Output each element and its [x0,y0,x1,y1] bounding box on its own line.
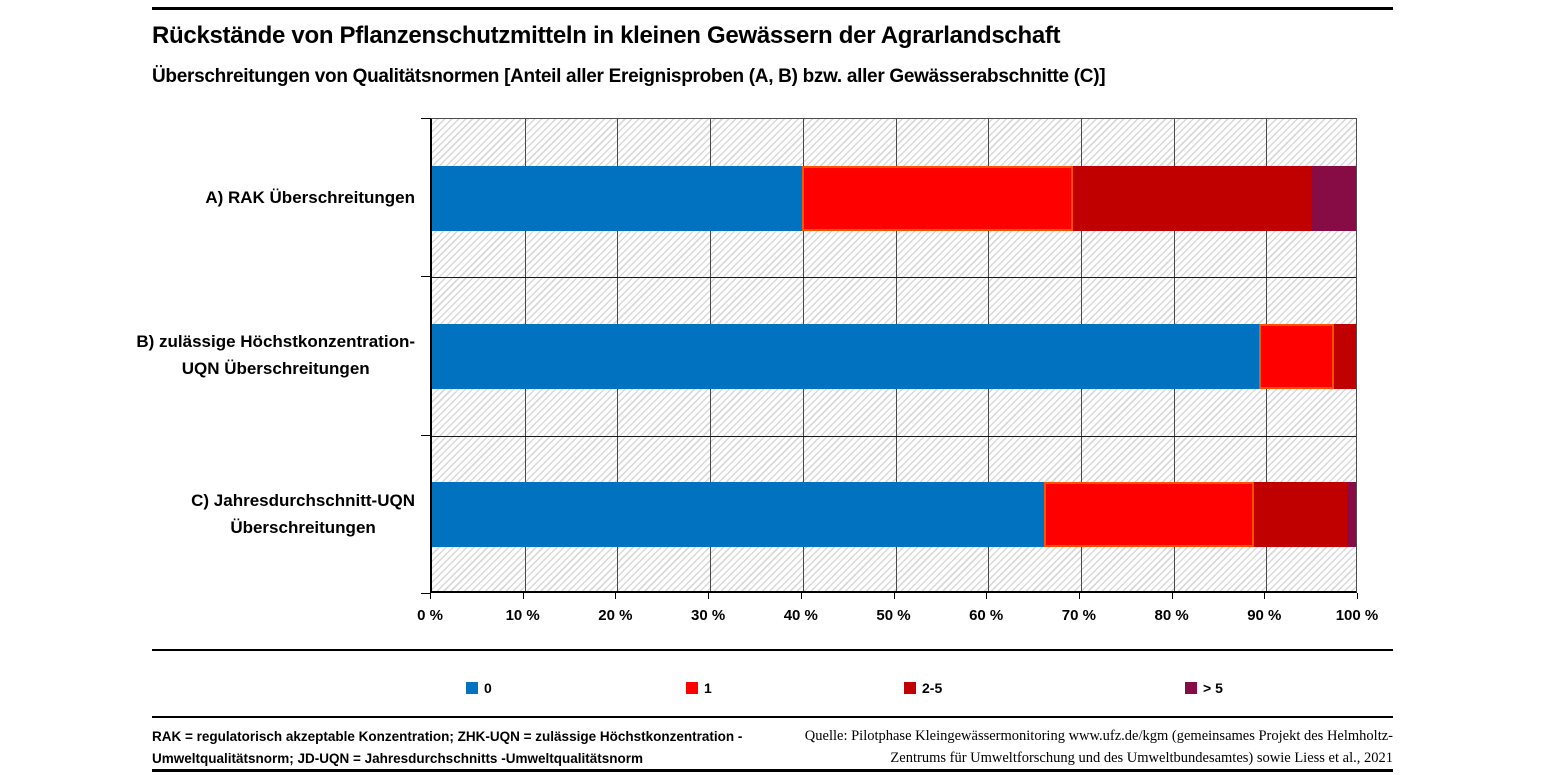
bottom-rule [152,769,1393,772]
x-axis-tick [522,593,524,599]
bar-row [432,166,1356,231]
x-axis-tick [1264,593,1266,599]
x-axis-tick [1357,593,1358,599]
footnote-abbreviations-line2: Umweltqualitätsnorm; JD-UQN = Jahresdurc… [152,751,643,766]
category-label: A) RAK Überschreitungen [0,118,415,276]
category-separator [432,436,1356,437]
legend-swatch-count-0 [466,682,478,694]
footnote-abbreviations-line1: RAK = regulatorisch akzeptable Konzentra… [152,729,743,744]
x-axis-tick [893,593,895,599]
category-label: C) Jahresdurchschnitt-UQN Überschreitung… [0,435,415,593]
x-axis-tick-label: 0 % [417,607,443,624]
legend-item: 1 [686,680,712,696]
x-axis-tick-label: 70 % [1061,607,1096,624]
bar-segment-count-0 [432,166,802,231]
footnote-divider-rule [152,716,1393,718]
chart-subtitle: Überschreitungen von Qualitätsnormen [An… [152,66,1106,87]
x-axis-tick-label: 90 % [1247,607,1282,624]
y-axis-tick [421,276,430,277]
y-axis-tick [421,435,430,436]
category-separator [432,277,1356,278]
legend-label-count-gt-5: > 5 [1203,680,1223,696]
bar-segment-count-0 [432,482,1044,547]
x-axis-tick-label: 50 % [876,607,911,624]
chart-title: Rückstände von Pflanzenschutzmitteln in … [152,22,1061,49]
footnote-abbreviations: RAK = regulatorisch akzeptable Konzentra… [152,726,772,770]
top-rule [152,7,1393,10]
bar-row [432,324,1356,389]
x-axis-tick [708,593,710,599]
footnote-source: Quelle: Pilotphase Kleingewässermonitori… [800,725,1393,769]
x-axis-tick-label: 30 % [690,607,726,624]
legend-swatch-count-2-5 [904,682,916,694]
x-axis-tick [1078,593,1080,599]
category-label-text: C) Jahresdurchschnitt-UQN Überschreitung… [191,490,415,537]
x-axis-tick [430,593,431,599]
footnote-source-line1: Quelle: Pilotphase Kleingewässermonitori… [804,728,1393,744]
x-axis-tick-label: 100 % [1335,607,1379,624]
bar-segment-count-gt-5 [1346,482,1356,547]
bar-segment-count-2-5 [1333,324,1356,389]
x-axis-tick [986,593,988,599]
footnote-source-line2: Zentrums für Umweltforschung und des Umw… [890,750,1393,766]
legend-item: 0 [466,680,492,696]
y-axis-tick [421,593,430,594]
x-axis-tick [1171,593,1173,599]
x-axis-tick-label: 40 % [783,607,818,624]
plot-area [430,118,1357,593]
bar-segment-count-2-5 [1254,482,1347,547]
category-label-text: B) zulässige Höchstkonzentration- UQN Üb… [136,332,415,379]
x-axis-tick-label: 20 % [598,607,633,624]
category-label: B) zulässige Höchstkonzentration- UQN Üb… [0,276,415,434]
legend-divider-rule [152,649,1393,651]
legend-item: > 5 [1185,680,1223,696]
bar-row [432,482,1356,547]
bar-segment-count-1 [1258,324,1334,389]
legend-label-count-0: 0 [484,680,492,696]
bar-segment-count-0 [432,324,1259,389]
legend-item: 2-5 [904,680,942,696]
category-label-text: A) RAK Überschreitungen [205,187,415,207]
bar-segment-count-2-5 [1073,166,1311,231]
bar-segment-count-1 [801,166,1074,231]
x-axis-tick [615,593,617,599]
bar-segment-count-1 [1043,482,1255,547]
y-axis-tick [421,118,430,119]
x-axis-tick [800,593,802,599]
legend-label-count-2-5: 2-5 [922,680,943,696]
legend-swatch-count-1 [686,682,698,694]
bar-segment-count-gt-5 [1310,166,1356,231]
x-axis-tick-label: 60 % [969,607,1004,624]
legend-label-count-1: 1 [704,680,712,696]
legend-swatch-count-gt-5 [1185,682,1197,694]
x-axis-tick-label: 80 % [1154,607,1189,624]
x-axis-tick-label: 10 % [505,607,540,624]
